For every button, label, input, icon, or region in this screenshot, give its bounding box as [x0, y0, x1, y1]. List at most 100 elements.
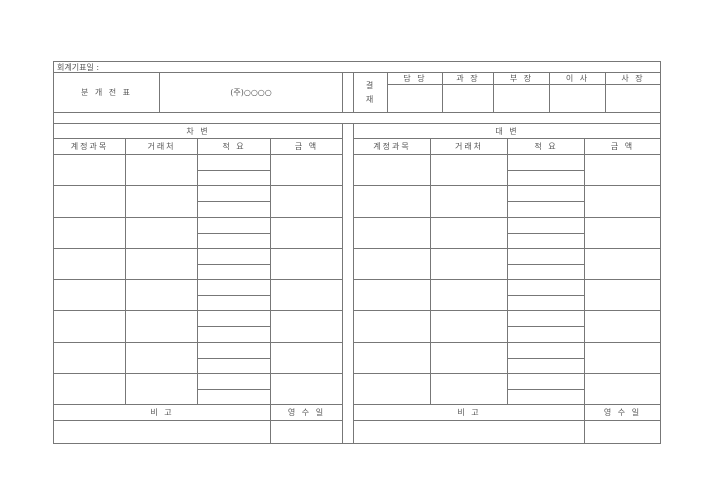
debit-description-cell[interactable] [197, 310, 271, 327]
debit-vendor-cell[interactable] [125, 217, 198, 249]
approval-signature-box[interactable] [549, 84, 606, 113]
credit-description-cell[interactable] [507, 154, 585, 171]
credit-column-header: 거래처 [430, 138, 508, 155]
debit-description-cell[interactable] [197, 389, 271, 405]
debit-description-cell[interactable] [197, 326, 271, 343]
debit-amount-cell[interactable] [270, 373, 343, 405]
debit-amount-cell[interactable] [270, 185, 343, 218]
credit-description-cell[interactable] [507, 233, 585, 249]
credit-account-cell[interactable] [353, 248, 431, 280]
debit-amount-cell[interactable] [270, 310, 343, 343]
debit-description-cell[interactable] [197, 170, 271, 186]
debit-amount-cell[interactable] [270, 154, 343, 186]
debit-description-cell[interactable] [197, 373, 271, 390]
credit-account-cell[interactable] [353, 185, 431, 218]
credit-description-cell[interactable] [507, 279, 585, 296]
credit-description-cell[interactable] [507, 201, 585, 218]
debit-description-cell[interactable] [197, 154, 271, 171]
debit-vendor-cell[interactable] [125, 279, 198, 311]
debit-receipt-date-field[interactable] [270, 420, 343, 444]
credit-account-cell[interactable] [353, 373, 431, 405]
debit-description-cell[interactable] [197, 358, 271, 374]
credit-vendor-cell[interactable] [430, 279, 508, 311]
approval-signature-box[interactable] [387, 84, 443, 113]
approval-signature-box[interactable] [493, 84, 550, 113]
debit-account-cell[interactable] [53, 310, 126, 343]
debit-description-cell[interactable] [197, 201, 271, 218]
debit-vendor-cell[interactable] [125, 342, 198, 374]
credit-remarks-label: 비 고 [353, 404, 585, 421]
debit-amount-cell[interactable] [270, 217, 343, 249]
credit-description-cell[interactable] [507, 217, 585, 234]
debit-vendor-cell[interactable] [125, 310, 198, 343]
credit-amount-cell[interactable] [584, 217, 661, 249]
approval-signature-box[interactable] [442, 84, 494, 113]
credit-account-cell[interactable] [353, 342, 431, 374]
credit-amount-cell[interactable] [584, 342, 661, 374]
approval-signature-box[interactable] [605, 84, 661, 113]
credit-description-cell[interactable] [507, 185, 585, 202]
debit-account-cell[interactable] [53, 373, 126, 405]
credit-account-cell[interactable] [353, 154, 431, 186]
credit-vendor-cell[interactable] [430, 342, 508, 374]
credit-vendor-cell[interactable] [430, 310, 508, 343]
credit-amount-cell[interactable] [584, 248, 661, 280]
credit-description-cell[interactable] [507, 326, 585, 343]
debit-account-cell[interactable] [53, 154, 126, 186]
debit-vendor-cell[interactable] [125, 154, 198, 186]
credit-amount-cell[interactable] [584, 373, 661, 405]
credit-description-cell[interactable] [507, 310, 585, 327]
debit-description-cell[interactable] [197, 248, 271, 265]
debit-description-cell[interactable] [197, 233, 271, 249]
debit-description-cell[interactable] [197, 279, 271, 296]
credit-description-cell[interactable] [507, 264, 585, 280]
credit-remarks-field[interactable] [353, 420, 585, 444]
credit-description-cell[interactable] [507, 373, 585, 390]
credit-vendor-cell[interactable] [430, 185, 508, 218]
debit-account-cell[interactable] [53, 217, 126, 249]
credit-account-cell[interactable] [353, 279, 431, 311]
debit-account-cell[interactable] [53, 342, 126, 374]
credit-description-cell[interactable] [507, 170, 585, 186]
credit-amount-cell[interactable] [584, 310, 661, 343]
credit-description-cell[interactable] [507, 358, 585, 374]
credit-description-cell[interactable] [507, 248, 585, 265]
debit-remarks-field[interactable] [53, 420, 271, 444]
debit-description-cell[interactable] [197, 217, 271, 234]
debit-account-cell[interactable] [53, 248, 126, 280]
credit-description-cell[interactable] [507, 295, 585, 311]
credit-vendor-cell[interactable] [430, 154, 508, 186]
debit-amount-cell[interactable] [270, 279, 343, 311]
credit-amount-cell[interactable] [584, 185, 661, 218]
credit-amount-cell[interactable] [584, 154, 661, 186]
debit-account-cell[interactable] [53, 279, 126, 311]
credit-title: 대 변 [353, 123, 661, 139]
credit-account-cell[interactable] [353, 217, 431, 249]
debit-column-header: 거래처 [125, 138, 198, 155]
debit-description-cell[interactable] [197, 342, 271, 359]
debit-amount-cell[interactable] [270, 248, 343, 280]
debit-description-cell[interactable] [197, 264, 271, 280]
credit-vendor-cell[interactable] [430, 248, 508, 280]
approval-label-char: 결 [365, 80, 376, 90]
debit-title: 차 변 [53, 123, 343, 139]
credit-receipt-date-field[interactable] [584, 420, 661, 444]
debit-column-header: 금 액 [270, 138, 343, 155]
debit-vendor-cell[interactable] [125, 185, 198, 218]
credit-amount-cell[interactable] [584, 279, 661, 311]
debit-column-header: 계정과목 [53, 138, 126, 155]
debit-amount-cell[interactable] [270, 342, 343, 374]
debit-vendor-cell[interactable] [125, 248, 198, 280]
debit-description-cell[interactable] [197, 295, 271, 311]
debit-vendor-cell[interactable] [125, 373, 198, 405]
credit-vendor-cell[interactable] [430, 373, 508, 405]
credit-vendor-cell[interactable] [430, 217, 508, 249]
credit-description-cell[interactable] [507, 342, 585, 359]
debit-description-cell[interactable] [197, 185, 271, 202]
credit-column-header: 금 액 [584, 138, 661, 155]
debit-account-cell[interactable] [53, 185, 126, 218]
credit-receipt-label: 영 수 일 [584, 404, 661, 421]
debit-column-header: 적 요 [197, 138, 271, 155]
credit-description-cell[interactable] [507, 389, 585, 405]
credit-account-cell[interactable] [353, 310, 431, 343]
